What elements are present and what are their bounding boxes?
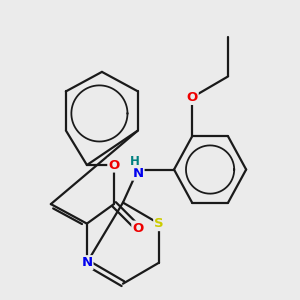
Text: O: O [132,222,144,235]
Text: N: N [132,167,143,180]
Text: N: N [81,256,92,269]
Text: O: O [186,91,198,104]
Text: O: O [108,158,120,172]
Text: H: H [130,154,140,168]
Text: S: S [154,217,164,230]
